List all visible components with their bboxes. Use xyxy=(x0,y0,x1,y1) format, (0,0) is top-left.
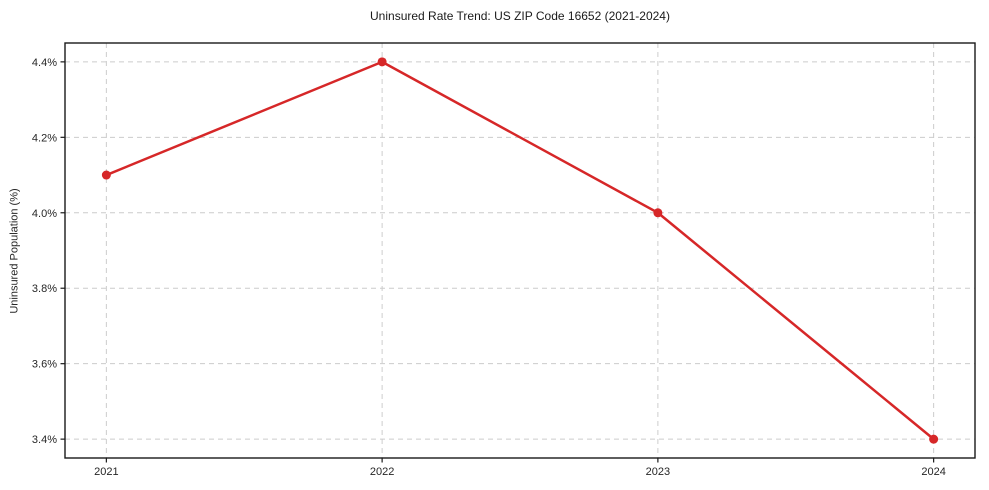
y-tick-label: 3.4% xyxy=(32,434,57,446)
data-point-2021 xyxy=(101,170,111,180)
y-tick-label: 4.2% xyxy=(32,132,57,144)
y-tick-label: 3.8% xyxy=(32,283,57,295)
y-tick-label: 3.6% xyxy=(32,359,57,371)
axes-frame xyxy=(64,42,976,459)
x-tick-label: 2023 xyxy=(646,466,670,478)
data-point-2023 xyxy=(653,208,663,218)
y-tick-label: 4.0% xyxy=(32,208,57,220)
x-tick-label: 2024 xyxy=(921,466,945,478)
x-tick-label: 2021 xyxy=(94,466,118,478)
x-tick-label: 2022 xyxy=(370,466,394,478)
y-tick-label: 4.4% xyxy=(32,57,57,69)
data-point-2022 xyxy=(377,57,387,67)
data-point-2024 xyxy=(929,434,939,444)
chart-title: Uninsured Rate Trend: US ZIP Code 16652 … xyxy=(370,9,670,23)
trend-line xyxy=(105,60,935,441)
